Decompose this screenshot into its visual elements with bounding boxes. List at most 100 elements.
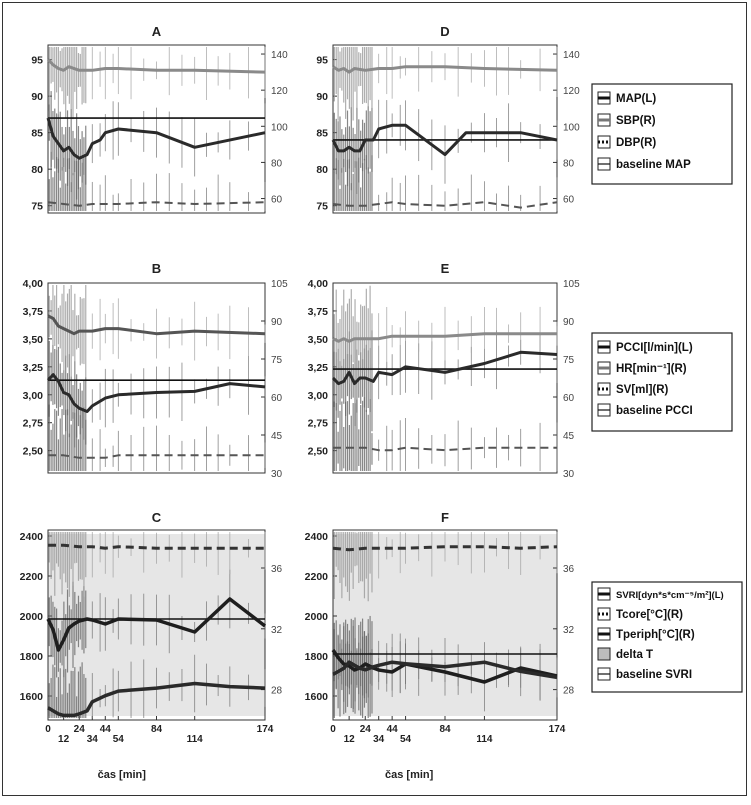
y-tick-label: 75 — [31, 201, 43, 213]
x-axis-label: čas [min] — [98, 769, 147, 781]
y-tick-label: 95 — [316, 55, 328, 67]
legend-box — [591, 581, 743, 693]
legend-label: HR[min⁻¹](R) — [616, 363, 687, 375]
y2-tick-label: 60 — [271, 393, 283, 404]
y2-tick-label: 120 — [563, 86, 580, 97]
legend-pressure: MAP(L) SBP(R) DBP(R) baseline MAP — [591, 83, 733, 185]
y2-tick-label: 60 — [563, 393, 575, 404]
y2-tick-label: 140 — [563, 50, 580, 61]
series-line-sbp — [332, 65, 558, 74]
y2-tick-label: 90 — [563, 317, 575, 328]
y2-tick-label: 120 — [271, 86, 288, 97]
y2-tick-label: 36 — [563, 564, 575, 575]
x-tick-label: 84 — [151, 724, 163, 735]
x-tick-label: 24 — [360, 724, 372, 735]
legend-label: Tperiph[°C](R) — [616, 629, 695, 641]
y2-tick-label: 75 — [563, 355, 575, 366]
panel-title: B — [152, 261, 161, 276]
y-tick-label: 2,50 — [23, 446, 44, 458]
series-line-map — [46, 117, 266, 160]
y-tick-label: 3,50 — [308, 334, 329, 346]
y2-tick-label: 75 — [271, 355, 283, 366]
y-tick-label: 2400 — [305, 531, 329, 543]
y-tick-label: 3,75 — [23, 306, 44, 318]
series-line-tcore — [332, 545, 558, 552]
y-tick-label: 2000 — [305, 611, 329, 623]
y2-tick-label: 100 — [271, 122, 288, 133]
legend-label: baseline SVRI — [616, 669, 692, 681]
x-tick-label: 34 — [87, 734, 99, 745]
y2-tick-label: 105 — [563, 279, 580, 290]
series-line-sv — [333, 446, 557, 452]
x-tick-label: 44 — [387, 724, 399, 735]
series-line-dbp — [332, 201, 558, 209]
y2-tick-label: 32 — [271, 625, 283, 636]
y-tick-label: 75 — [316, 201, 328, 213]
y-tick-label: 3,00 — [23, 390, 44, 402]
legend-label: SV[ml](R) — [616, 384, 669, 396]
legend-label: delta T — [616, 649, 653, 661]
y-tick-label: 4,00 — [308, 278, 329, 290]
y-tick-label: 95 — [31, 55, 43, 67]
x-tick-label: 12 — [58, 734, 70, 745]
y-tick-label: 2,75 — [23, 418, 44, 430]
x-tick-label: 44 — [100, 724, 112, 735]
x-tick-label: 54 — [400, 734, 412, 745]
legend-label: SVRI[dyn*s*cm⁻⁵/m²](L) — [616, 590, 724, 601]
x-tick-label: 84 — [439, 724, 451, 735]
y2-tick-label: 80 — [563, 158, 575, 169]
legend-label: PCCI[l/min](L) — [616, 342, 693, 354]
y2-tick-label: 105 — [271, 279, 288, 290]
x-tick-label: 114 — [187, 734, 204, 745]
y2-tick-label: 100 — [563, 122, 580, 133]
y2-tick-label: 28 — [271, 686, 283, 697]
panel-title: E — [441, 261, 450, 276]
legend-box — [591, 332, 733, 432]
y-tick-label: 1800 — [20, 651, 44, 663]
y2-tick-label: 45 — [271, 431, 283, 442]
panel-a: A 75 80 85 90 95 60 80 100 120 140 — [31, 24, 288, 214]
y2-tick-label: 30 — [271, 469, 283, 480]
y-tick-label: 1600 — [20, 691, 44, 703]
y-tick-label: 3,00 — [308, 390, 329, 402]
y-tick-label: 3,25 — [23, 362, 44, 374]
y-tick-label: 85 — [31, 128, 43, 140]
x-tick-label: 0 — [45, 724, 51, 735]
panel-title: F — [441, 510, 449, 525]
y-tick-label: 3,75 — [308, 306, 329, 318]
y-tick-label: 2000 — [20, 611, 44, 623]
y-tick-label: 1800 — [305, 651, 329, 663]
y-tick-label: 3,25 — [308, 362, 329, 374]
x-axis-label: čas [min] — [385, 769, 434, 781]
y2-tick-label: 32 — [563, 625, 575, 636]
x-tick-label: 0 — [330, 724, 336, 735]
x-tick-label: 54 — [113, 734, 125, 745]
legend-label: baseline PCCI — [616, 405, 693, 417]
series-line-pcci — [46, 373, 266, 413]
x-tick-label: 114 — [476, 734, 493, 745]
panel-b: B 2,50 2,75 3,00 3,25 3,50 3,75 4,00 30 45 60 75 90 1… — [23, 261, 289, 480]
y2-tick-label: 30 — [563, 469, 575, 480]
panel-e: E 2,50 2,75 3,00 3,25 3,50 3,75 4,00 30 45 60 75 90 1… — [308, 261, 581, 480]
series-line-dbp — [47, 201, 266, 207]
y-tick-label: 2,50 — [308, 446, 329, 458]
y-tick-label: 2,75 — [308, 418, 329, 430]
y-tick-label: 4,00 — [23, 278, 44, 290]
panel-title: D — [440, 24, 449, 39]
legend-resistance: SVRI[dyn*s*cm⁻⁵/m²](L) Tcore[°C](R) Tperip… — [591, 581, 743, 693]
legend-label: MAP(L) — [616, 93, 656, 105]
legend-box — [591, 83, 733, 185]
series-line-hr — [332, 332, 557, 343]
figure-border — [2, 2, 747, 796]
y2-tick-label: 45 — [563, 431, 575, 442]
series-line-map — [331, 123, 558, 157]
legend-label: Tcore[°C](R) — [616, 609, 683, 621]
x-tick-label: 12 — [344, 734, 356, 745]
legend-swatch — [597, 647, 611, 661]
y-tick-label: 2200 — [20, 571, 44, 583]
x-tick-label: 24 — [74, 724, 86, 735]
x-tick-label: 174 — [549, 724, 566, 735]
series-line-sv — [48, 454, 265, 459]
